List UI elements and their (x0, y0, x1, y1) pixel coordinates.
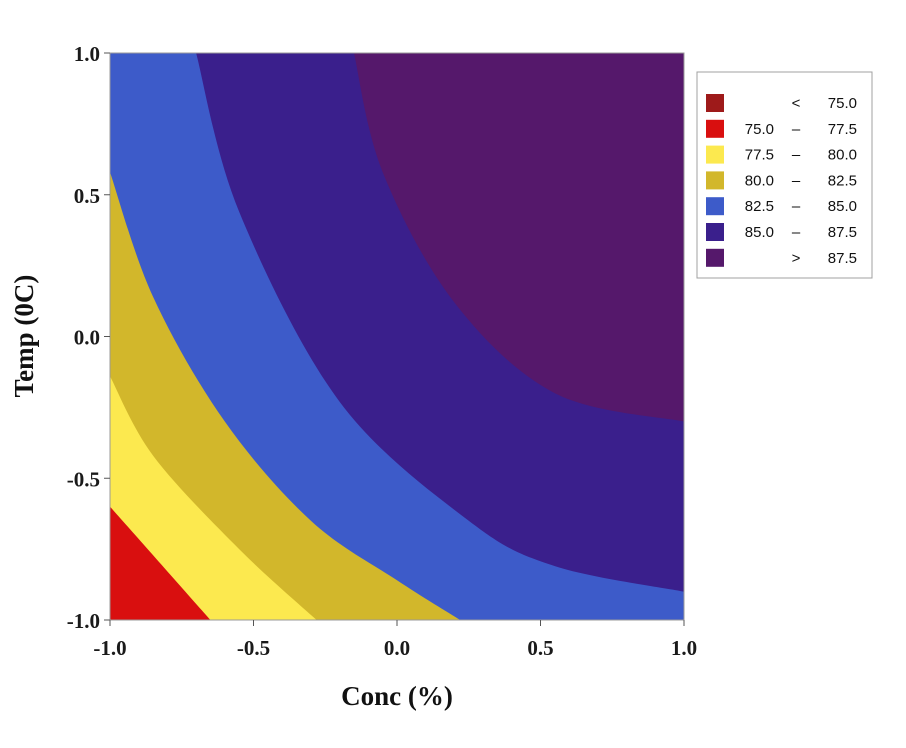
y-tick-label: -1.0 (67, 609, 100, 633)
legend-high: 77.5 (828, 121, 857, 138)
y-tick-label: 0.5 (74, 184, 100, 208)
x-tick-label: -0.5 (237, 636, 270, 660)
legend-high: 85.0 (828, 198, 857, 215)
y-tick-label: 0.0 (74, 326, 100, 350)
x-tick-label: 0.5 (527, 636, 553, 660)
legend-swatch (706, 94, 724, 112)
legend-swatch (706, 248, 724, 267)
legend-high: 75.0 (828, 95, 857, 112)
legend-high: 82.5 (828, 172, 857, 189)
legend-separator: < (792, 95, 801, 112)
legend-swatch (706, 145, 724, 164)
legend-separator: – (792, 198, 801, 215)
legend-low: 80.0 (745, 172, 774, 189)
x-tick-label: 1.0 (671, 636, 697, 660)
legend-separator: – (792, 224, 801, 241)
x-tick-label: 0.0 (384, 636, 410, 660)
legend-box (696, 71, 873, 279)
legend-low: 77.5 (745, 147, 774, 164)
y-tick-label: -0.5 (67, 467, 100, 491)
x-tick-label: -1.0 (93, 636, 126, 660)
legend-swatch (706, 197, 724, 216)
y-axis-ticks: -1.0 -0.5 0.0 0.5 1.0 (67, 42, 110, 633)
legend-separator: > (792, 250, 801, 267)
y-axis-title: Temp (0C) (9, 275, 39, 398)
x-axis-ticks: -1.0 -0.5 0.0 0.5 1.0 (93, 620, 697, 660)
legend-low: 85.0 (745, 224, 774, 241)
legend-high: 87.5 (828, 250, 857, 267)
legend-separator: – (792, 172, 801, 189)
legend-low: 75.0 (745, 121, 774, 138)
legend-high: 80.0 (828, 147, 857, 164)
legend-separator: – (792, 121, 801, 138)
legend-swatch (706, 223, 724, 241)
legend-swatch (706, 119, 724, 138)
legend-low: 82.5 (745, 198, 774, 215)
legend-separator: – (792, 147, 801, 164)
legend-high: 87.5 (828, 224, 857, 241)
y-tick-label: 1.0 (74, 42, 100, 66)
region-gt-87-5 (353, 53, 684, 422)
legend-swatch (706, 171, 724, 190)
contour-regions (110, 53, 684, 620)
legend: <75.0 75.0 – 77.5 77.5 – 80.0 80.0 – 82.5 82.5 – 85.… (696, 71, 873, 279)
x-axis-title: Conc (%) (341, 681, 453, 711)
